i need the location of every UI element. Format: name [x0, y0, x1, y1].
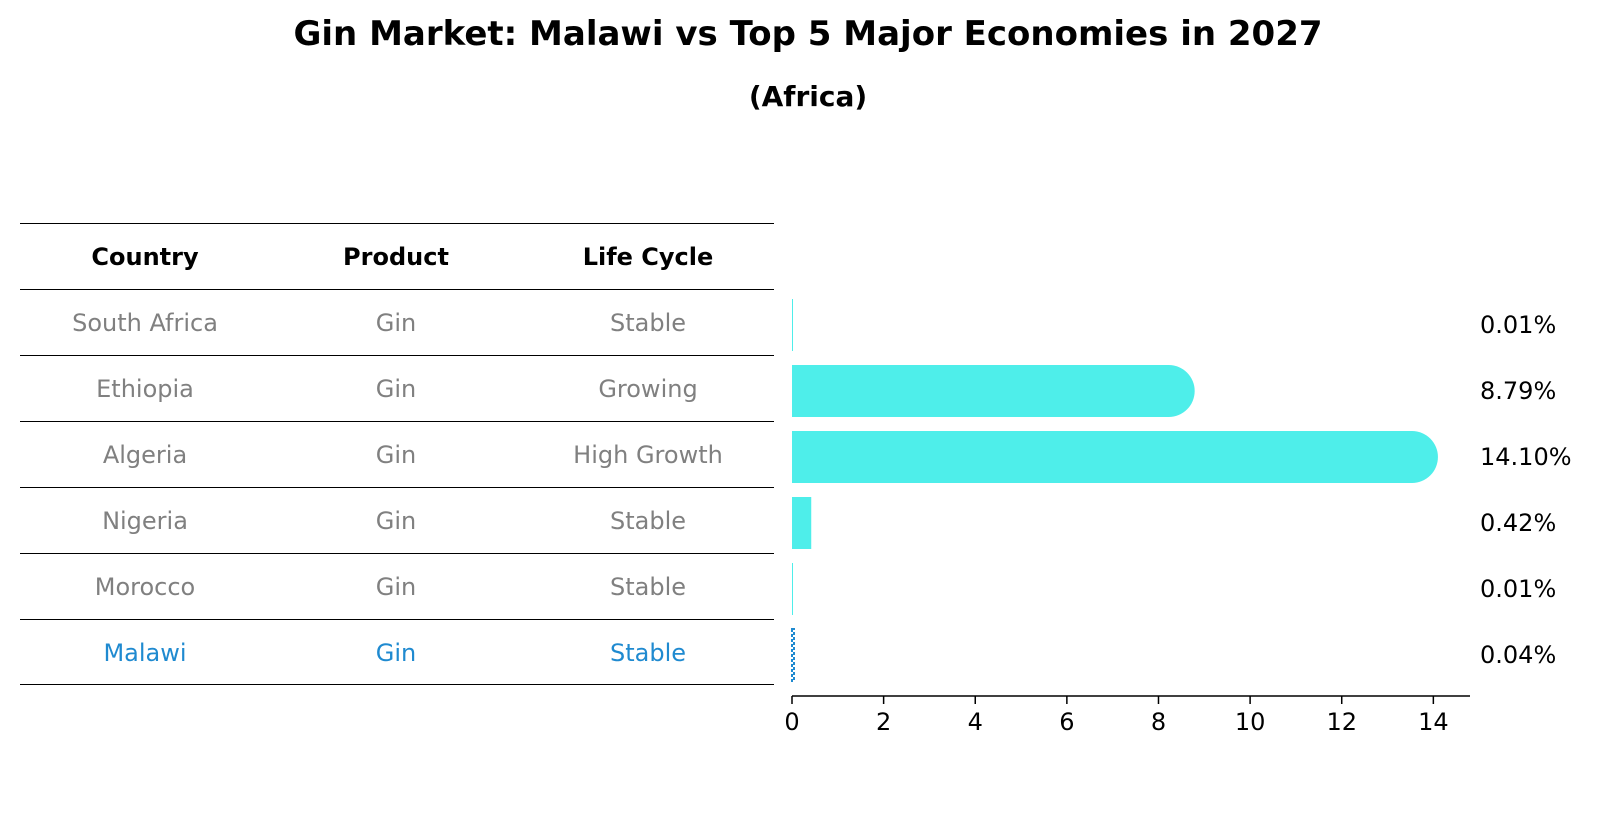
- chart-subtitle: (Africa): [748, 80, 868, 113]
- country-cell: South Africa: [72, 309, 218, 337]
- bar-value-label: 14.10%: [1480, 443, 1572, 471]
- product-cell: Gin: [375, 639, 417, 667]
- bar-value-label: 8.79%: [1480, 377, 1556, 405]
- table-row: Algeria Gin High Growth: [20, 421, 774, 487]
- x-tick-label: 10: [1235, 708, 1266, 736]
- country-cell: Malawi: [103, 639, 187, 667]
- x-tick-label: 2: [876, 708, 891, 736]
- country-cell: Morocco: [94, 573, 196, 601]
- bar-highlight: [791, 628, 795, 682]
- product-cell: Gin: [375, 441, 417, 469]
- bar: [792, 497, 812, 549]
- chart-title: Gin Market: Malawi vs Top 5 Major Econom…: [293, 14, 1323, 54]
- bar-value-label: 0.01%: [1480, 311, 1556, 339]
- x-tick-label: 8: [1151, 708, 1166, 736]
- country-cell: Nigeria: [102, 507, 188, 535]
- country-cell: Ethiopia: [96, 375, 194, 403]
- table-row: Ethiopia Gin Growing: [20, 355, 774, 421]
- header-country: Country: [91, 243, 199, 271]
- life-cycle-cell: High Growth: [573, 441, 723, 469]
- table-row: Morocco Gin Stable: [20, 553, 774, 619]
- product-cell: Gin: [375, 507, 417, 535]
- product-cell: Gin: [375, 309, 417, 337]
- data-table: Country Product Life Cycle South Africa …: [20, 223, 774, 685]
- table-header-row: Country Product Life Cycle: [20, 223, 774, 289]
- header-life-cycle: Life Cycle: [582, 243, 714, 271]
- x-tick-label: 12: [1326, 708, 1357, 736]
- header-product: Product: [343, 243, 449, 271]
- bar: [792, 563, 793, 615]
- bar: [792, 365, 1195, 417]
- x-tick-label: 4: [968, 708, 983, 736]
- product-cell: Gin: [375, 573, 417, 601]
- bar-value-label: 0.04%: [1480, 641, 1556, 669]
- life-cycle-cell: Stable: [609, 309, 687, 337]
- country-cell: Algeria: [102, 441, 188, 469]
- life-cycle-cell: Stable: [609, 573, 687, 601]
- table-row: South Africa Gin Stable: [20, 289, 774, 355]
- bar: [792, 299, 793, 351]
- table-row-highlight: Malawi Gin Stable: [20, 619, 774, 685]
- bar-value-label: 0.42%: [1480, 509, 1556, 537]
- x-tick-label: 14: [1418, 708, 1449, 736]
- bar-value-label: 0.01%: [1480, 575, 1556, 603]
- life-cycle-cell: Growing: [598, 375, 698, 403]
- x-tick-label: 6: [1059, 708, 1074, 736]
- x-tick-label: 0: [784, 708, 799, 736]
- product-cell: Gin: [375, 375, 417, 403]
- life-cycle-cell: Stable: [609, 639, 687, 667]
- table-row: Nigeria Gin Stable: [20, 487, 774, 553]
- life-cycle-cell: Stable: [609, 507, 687, 535]
- bar: [792, 431, 1438, 483]
